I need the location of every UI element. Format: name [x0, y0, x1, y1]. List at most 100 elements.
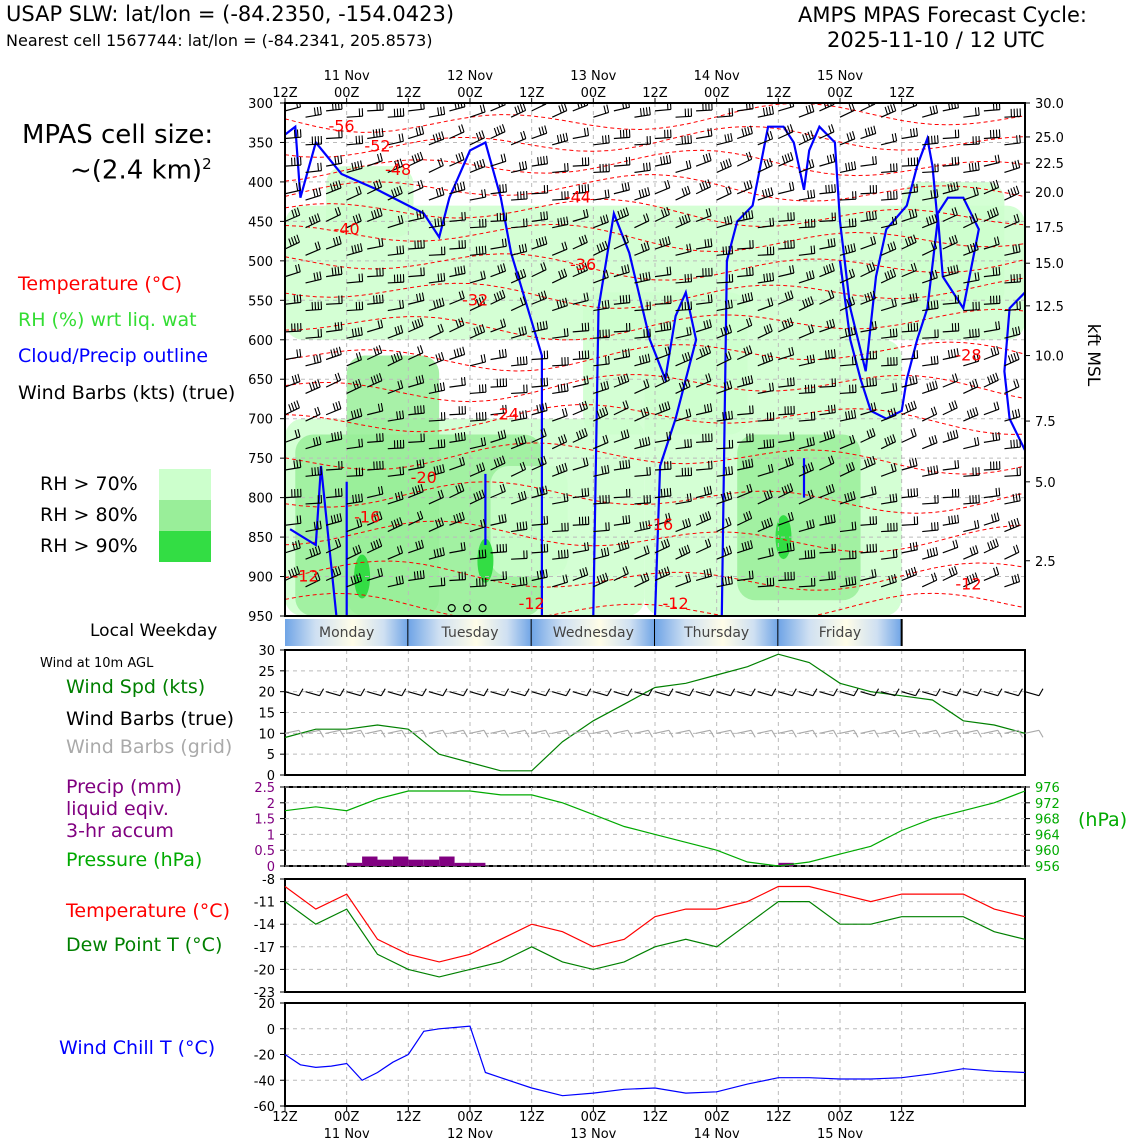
wind-barb-feather: [561, 408, 565, 417]
wind-barb-feather: [340, 321, 343, 330]
calm-wind-circle: [463, 604, 472, 613]
wind-barb-feather: [519, 463, 524, 471]
wind-barb-feather: [830, 289, 835, 298]
wind-barb-feather: [525, 521, 528, 530]
wind-barb-feather: [909, 128, 913, 137]
wind-barb-feather: [435, 299, 439, 308]
grid-wind-barb-feather: [1017, 730, 1023, 738]
wind-barb-feather: [438, 353, 442, 362]
wind-barb-feather: [748, 210, 751, 219]
wind-barb-feather: [953, 348, 957, 357]
wind-barb-staff: [654, 136, 672, 140]
wind-barb-feather: [869, 291, 874, 300]
wind-barb-feather: [540, 429, 545, 438]
wind-barb-feather: [293, 567, 298, 576]
wind-barb-feather: [787, 377, 789, 387]
wind-barb-feather: [892, 549, 895, 558]
precip-bar: [392, 856, 409, 866]
wind-barb-feather: [1033, 570, 1035, 578]
grid-wind-barb: [572, 729, 587, 734]
wind-barb-feather: [625, 207, 630, 216]
wind-barb-feather: [578, 185, 581, 194]
grid-wind-barb: [593, 729, 608, 734]
wind-barb-feather: [952, 430, 956, 439]
wind-barb-feather: [685, 409, 689, 418]
wind-barb-feather: [331, 432, 334, 442]
wind-barb-feather: [1017, 326, 1021, 335]
windchill-line: [284, 1025, 1026, 1097]
wind-barb-feather: [989, 209, 994, 218]
wind-barb-feather: [870, 126, 874, 135]
wind-barb-feather: [685, 574, 689, 583]
surface-wind-barb-feather: [689, 688, 695, 696]
precip-bar: [470, 862, 486, 866]
wind-barb-feather: [762, 107, 766, 116]
wind-barb-feather: [461, 212, 463, 221]
wind-barb-feather: [337, 155, 340, 164]
wind-barb-feather: [296, 207, 301, 216]
wind-barb-feather: [866, 212, 869, 221]
wind-barb-feather: [396, 352, 401, 361]
wind-barb-feather: [993, 402, 997, 411]
wind-barb-staff: [408, 108, 425, 112]
wind-barb-feather: [829, 430, 833, 439]
wind-barb-feather: [886, 436, 891, 445]
wind-barb-feather: [585, 457, 589, 466]
wind-barb-feather: [894, 216, 898, 225]
wind-barb-feather: [522, 296, 527, 305]
wind-barb-feather: [375, 129, 378, 138]
surface-wind-barb: [387, 691, 402, 697]
wind-barb-feather: [440, 217, 443, 226]
wind-barb-feather: [622, 349, 625, 358]
wind-barb-feather: [602, 215, 607, 224]
wind-barb-staff: [983, 408, 1000, 416]
wind-barb-feather: [871, 427, 876, 436]
wind-barb-feather: [338, 400, 342, 409]
grid-wind-barb-feather: [832, 730, 838, 738]
wind-barb-feather: [704, 239, 707, 248]
pressure-unit-label: (hPa): [1078, 809, 1127, 831]
temperature-label: -12: [955, 574, 981, 593]
wind-barb-feather: [415, 376, 419, 385]
surface-wind-barb: [695, 691, 711, 697]
wind-barb-feather: [296, 234, 300, 243]
wind-barb-feather: [1010, 188, 1015, 196]
wind-barb-feather: [584, 488, 587, 497]
wind-barb-feather: [478, 550, 481, 559]
surface-wind-barb: [860, 691, 875, 697]
wind-barb-feather: [599, 575, 603, 583]
wind-barb-feather: [458, 318, 462, 327]
wind-barb-feather: [864, 128, 868, 137]
wind-barb-feather: [1034, 461, 1035, 469]
wind-barb-feather: [660, 322, 663, 331]
wind-barb-feather: [295, 541, 298, 550]
wind-barb-feather: [440, 439, 443, 448]
wind-barb-feather: [828, 485, 833, 493]
wind-barb-feather: [586, 542, 590, 551]
wind-barb-feather: [602, 270, 607, 279]
wind-barb-staff: [634, 194, 650, 201]
wind-barb-feather: [771, 382, 775, 391]
wind-barb-feather: [745, 152, 750, 161]
wind-barb-feather: [926, 549, 930, 558]
kft-tick-label: 22.5: [1035, 157, 1064, 172]
wind-barb-feather: [334, 373, 339, 382]
wind-barb-feather: [1034, 405, 1035, 413]
wind-barb-feather: [661, 541, 665, 549]
wind-barb-feather: [496, 292, 501, 301]
wind-barb-feather: [299, 515, 302, 524]
wind-barb-staff: [983, 519, 1000, 526]
wind-barb-feather: [419, 151, 424, 160]
wind-barb-feather: [596, 244, 601, 253]
wind-barb-feather: [748, 510, 753, 519]
wind-barb-feather: [373, 295, 375, 304]
wind-barb-feather: [501, 514, 504, 523]
grid-wind-barb: [901, 729, 916, 734]
wind-barb-feather: [823, 103, 827, 109]
wind-barb-feather: [663, 567, 668, 576]
grid-wind-barb: [819, 729, 834, 734]
wind-barb-feather: [666, 488, 669, 497]
wind-barb-feather: [420, 317, 424, 326]
wind-barb-feather: [665, 513, 668, 522]
wind-barb-feather: [730, 133, 733, 142]
